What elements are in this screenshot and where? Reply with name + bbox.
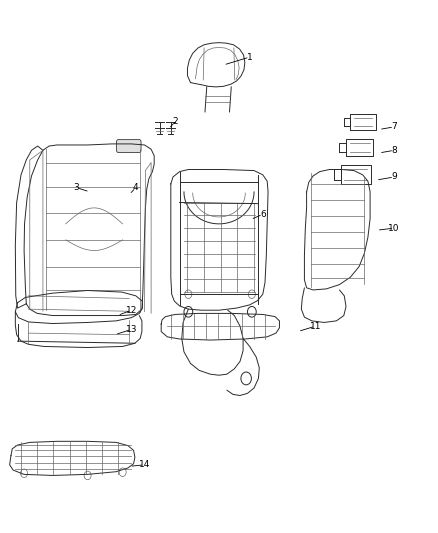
Text: 9: 9 — [391, 173, 397, 181]
Text: 7: 7 — [391, 123, 397, 131]
Text: 1: 1 — [247, 53, 253, 61]
FancyBboxPatch shape — [117, 140, 141, 152]
Text: 6: 6 — [260, 210, 266, 219]
Text: 14: 14 — [139, 461, 150, 469]
Text: 4: 4 — [133, 183, 138, 192]
Text: 13: 13 — [126, 325, 137, 334]
Text: 2: 2 — [173, 117, 178, 126]
Text: 12: 12 — [126, 306, 137, 314]
Text: 11: 11 — [310, 322, 321, 330]
Text: 3: 3 — [74, 183, 80, 192]
Text: 8: 8 — [391, 146, 397, 155]
Text: 10: 10 — [389, 224, 400, 232]
